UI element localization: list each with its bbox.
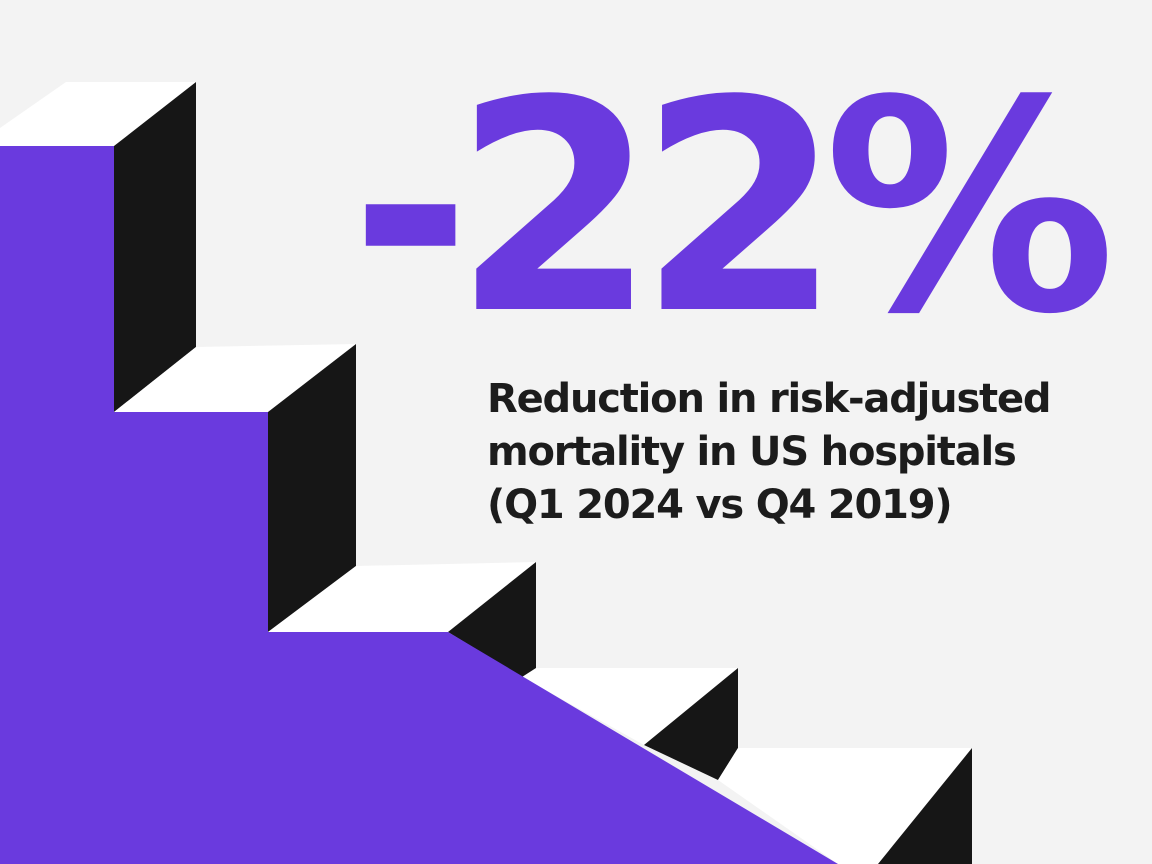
stair-tread-4 [522, 668, 738, 745]
stat-caption: Reduction in risk-adjusted mortality in … [487, 373, 1127, 532]
stair-riser-2 [268, 344, 356, 632]
stair-tread-5 [718, 748, 972, 864]
stair-riser-3 [448, 562, 536, 677]
stair-tread-1 [0, 82, 196, 146]
stair-riser-4 [644, 668, 738, 780]
stair-tread-3 [268, 562, 536, 632]
caption-line-3: (Q1 2024 vs Q4 2019) [487, 482, 953, 528]
caption-line-1: Reduction in risk-adjusted [487, 376, 1052, 422]
headline-stat: -22% [350, 38, 1116, 378]
stair-tread-2 [114, 344, 356, 412]
stair-riser-1 [114, 82, 196, 412]
stair-purple-body [0, 146, 838, 864]
stair-riser-5 [878, 748, 972, 864]
caption-line-2: mortality in US hospitals [487, 429, 1017, 475]
